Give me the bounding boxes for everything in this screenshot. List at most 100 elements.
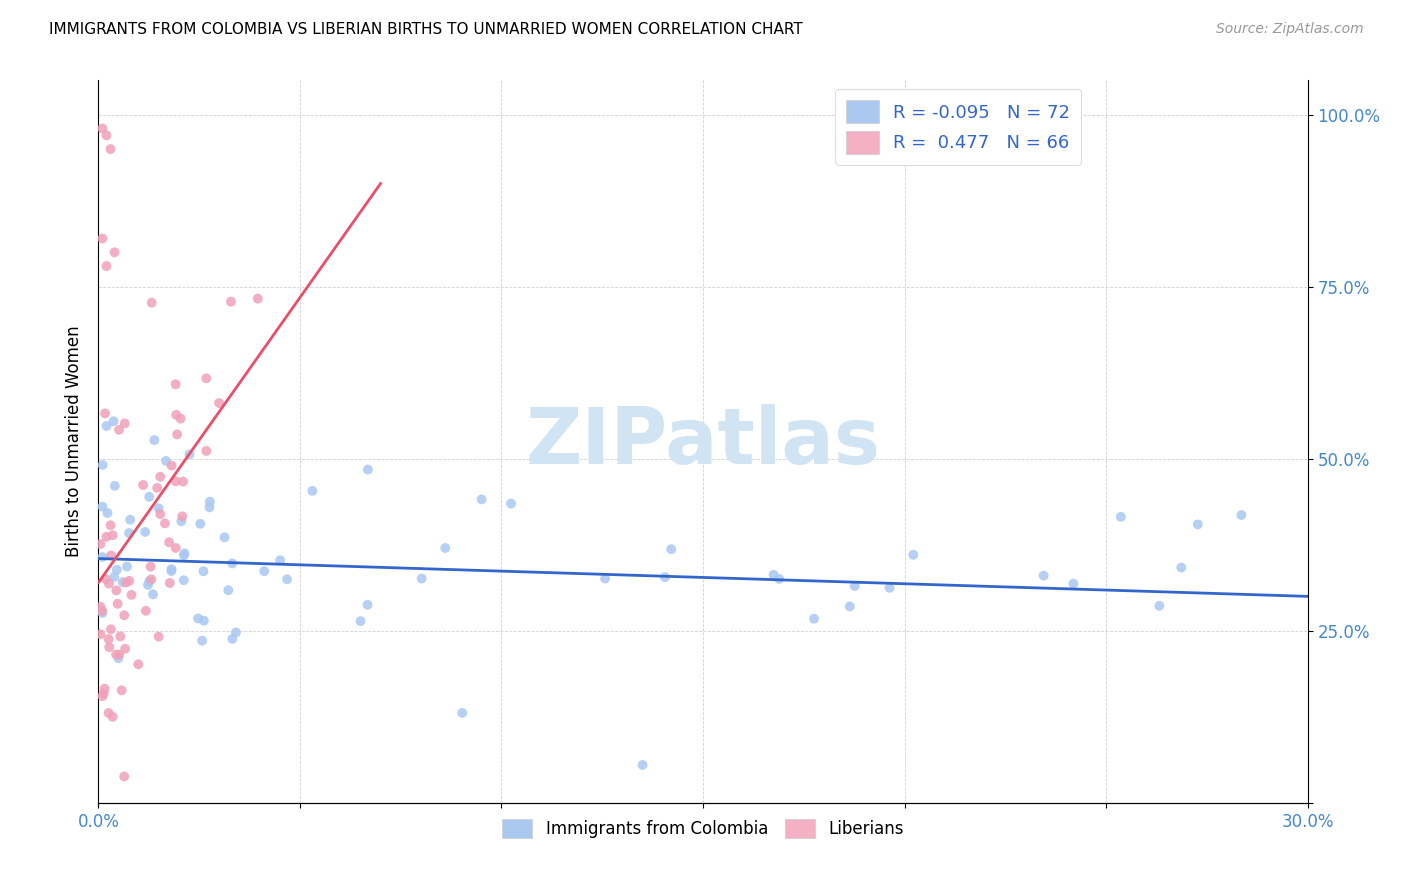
Point [654, 570, 676, 584]
Point [107, 651, 129, 665]
Point [121, 588, 143, 602]
Point [173, 548, 195, 562]
Point [91, 549, 114, 564]
Point [138, 574, 160, 589]
Point [1149, 599, 1171, 613]
Point [141, 295, 163, 310]
Point [1032, 568, 1054, 582]
Point [143, 433, 166, 447]
Point [193, 614, 215, 628]
Point [100, 623, 122, 637]
Point [96, 530, 118, 544]
Point [134, 524, 156, 539]
Point [112, 608, 135, 623]
Point [103, 570, 125, 584]
Point [115, 559, 138, 574]
Point [153, 516, 176, 531]
Point [193, 564, 215, 578]
Point [160, 564, 183, 578]
Point [188, 516, 211, 531]
Point [101, 710, 124, 724]
Point [101, 528, 124, 542]
Point [132, 478, 155, 492]
Point [165, 377, 187, 392]
Point [879, 581, 901, 595]
Point [111, 575, 134, 590]
Point [1187, 517, 1209, 532]
Point [762, 567, 785, 582]
Point [91, 231, 114, 245]
Point [135, 604, 157, 618]
Point [838, 599, 860, 614]
Point [120, 513, 142, 527]
Point [451, 706, 474, 720]
Point [219, 294, 242, 309]
Point [187, 611, 209, 625]
Point [217, 583, 239, 598]
Point [111, 683, 134, 698]
Point [411, 572, 433, 586]
Point [160, 458, 183, 473]
Point [208, 396, 231, 410]
Point [903, 548, 925, 562]
Point [768, 572, 790, 586]
Point [356, 598, 378, 612]
Point [89, 599, 111, 614]
Point [593, 572, 616, 586]
Point [97, 706, 120, 720]
Point [97, 632, 120, 646]
Point [107, 597, 129, 611]
Point [96, 506, 118, 520]
Point [103, 245, 125, 260]
Point [105, 648, 128, 662]
Point [434, 541, 457, 555]
Point [108, 423, 131, 437]
Point [844, 579, 866, 593]
Point [94, 406, 117, 420]
Point [269, 553, 291, 567]
Point [114, 417, 136, 431]
Point [142, 587, 165, 601]
Point [471, 492, 494, 507]
Point [357, 462, 380, 476]
Point [165, 475, 187, 489]
Point [149, 469, 172, 483]
Point [136, 578, 159, 592]
Point [172, 475, 194, 489]
Point [631, 758, 654, 772]
Point [155, 454, 177, 468]
Point [246, 292, 269, 306]
Point [149, 507, 172, 521]
Point [160, 562, 183, 576]
Point [349, 614, 371, 628]
Point [195, 444, 218, 458]
Point [198, 500, 221, 515]
Point [165, 541, 187, 555]
Point [225, 625, 247, 640]
Point [148, 501, 170, 516]
Point [108, 648, 131, 662]
Point [104, 479, 127, 493]
Point [166, 427, 188, 442]
Point [170, 514, 193, 528]
Point [195, 371, 218, 385]
Point [91, 604, 114, 618]
Point [93, 686, 115, 700]
Point [93, 681, 115, 696]
Point [110, 629, 132, 643]
Point [98, 640, 121, 655]
Point [165, 408, 187, 422]
Point [146, 481, 169, 495]
Point [169, 411, 191, 425]
Point [221, 632, 243, 646]
Point [100, 549, 122, 563]
Point [159, 576, 181, 591]
Point [1062, 576, 1084, 591]
Point [89, 537, 111, 551]
Point [141, 572, 163, 586]
Point [148, 630, 170, 644]
Point [253, 564, 276, 578]
Point [1109, 509, 1132, 524]
Point [105, 563, 128, 577]
Point [173, 546, 195, 560]
